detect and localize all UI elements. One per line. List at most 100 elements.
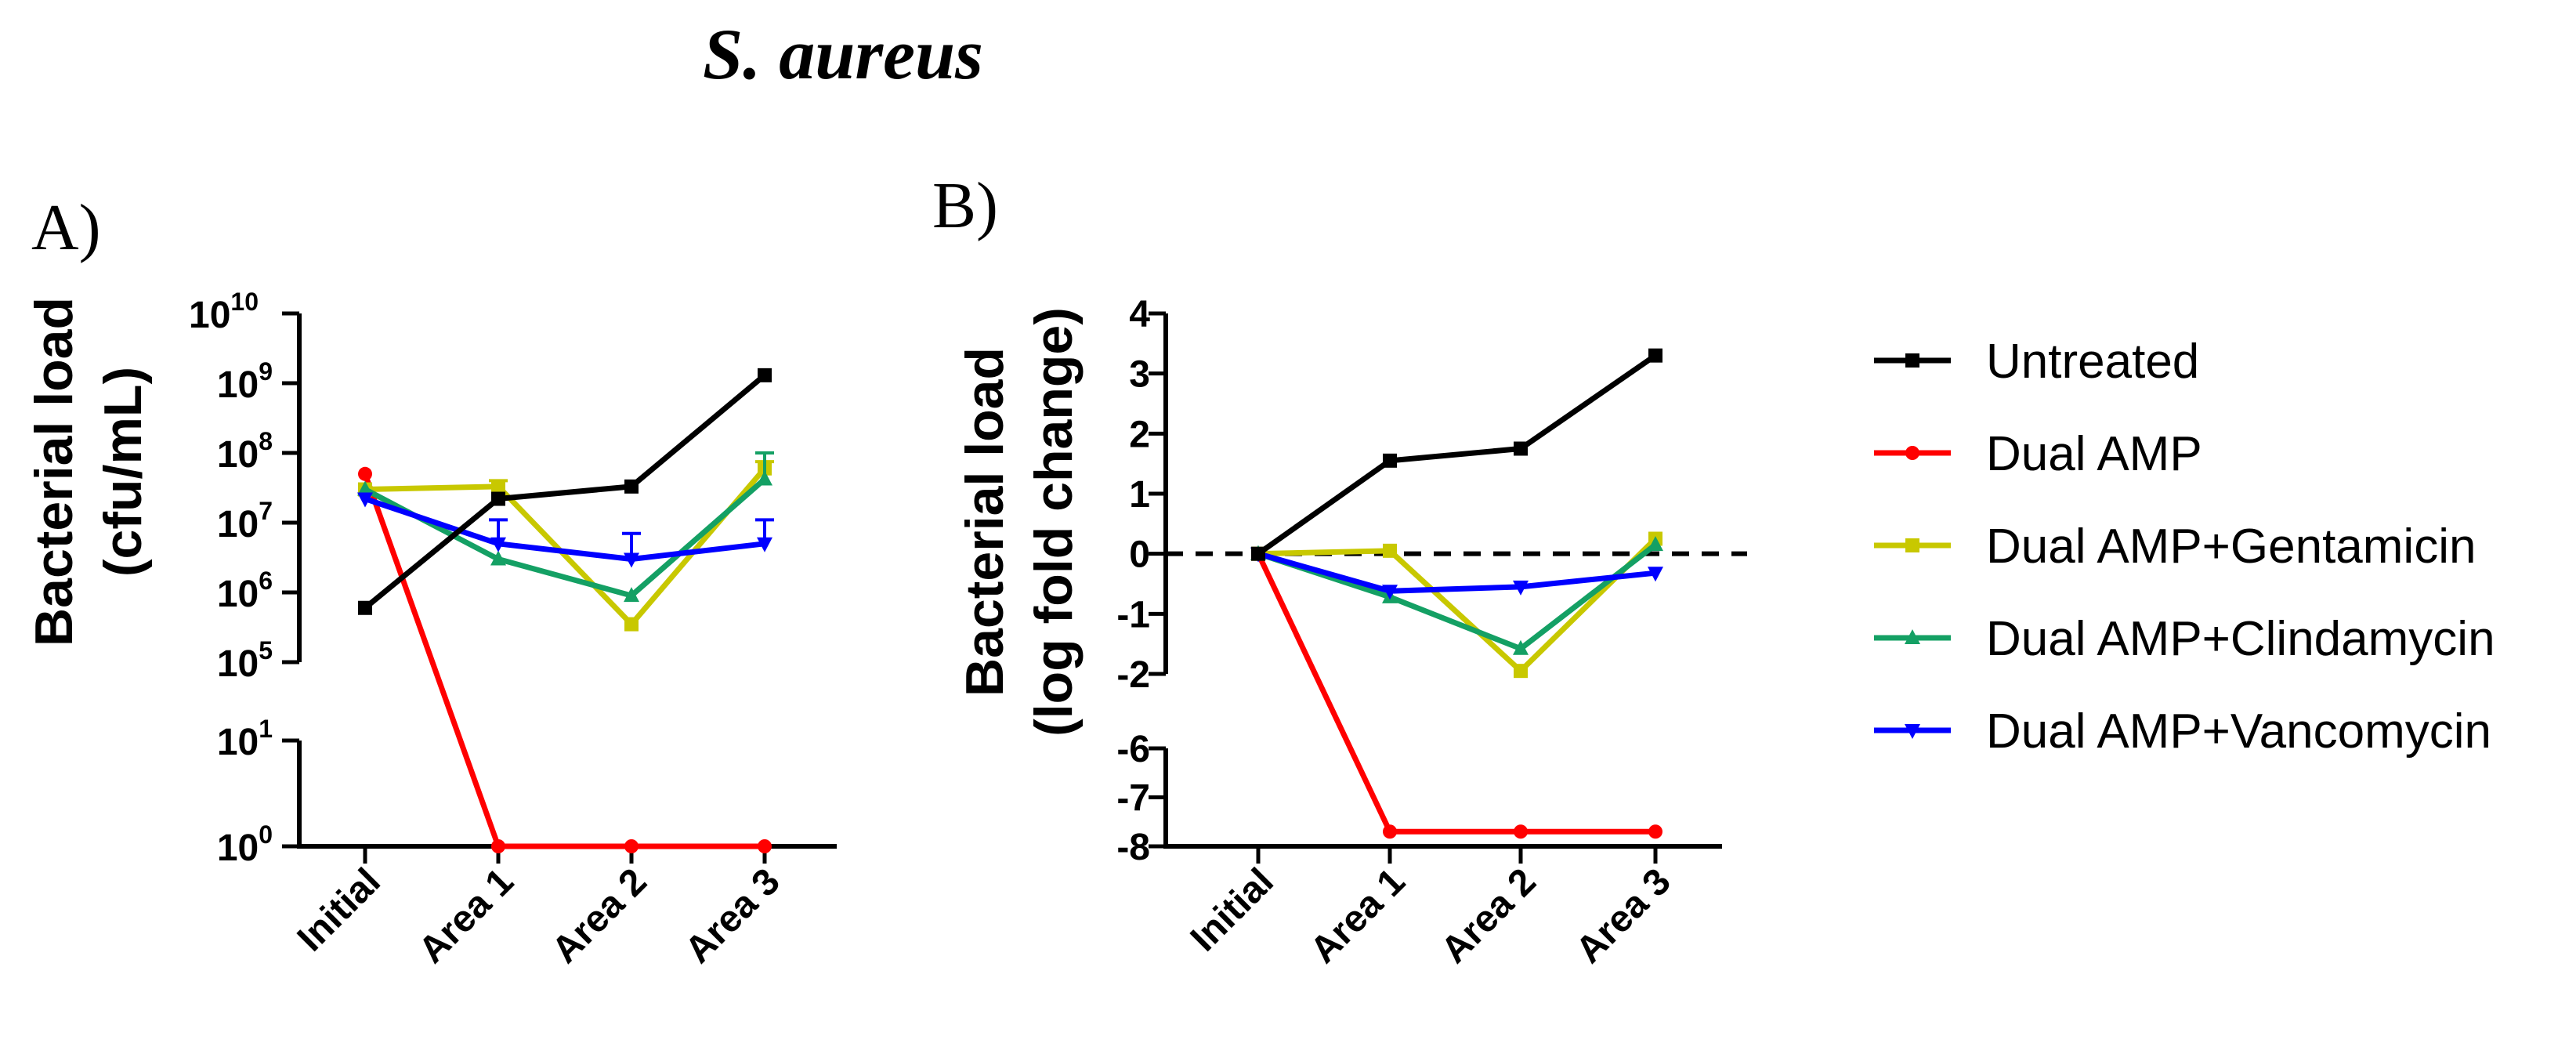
panel-b-x-tick-label: Area 1 [1303, 860, 1413, 971]
data-point [490, 537, 506, 552]
figure-title: S. aureus [703, 14, 983, 94]
data-point [757, 537, 772, 552]
panel-b-ylabel-line1: Bacterial load [955, 347, 1015, 697]
series-line [1256, 353, 1657, 556]
panel-a-ylabel-line1: Bacterial load [24, 297, 84, 646]
panel-a-ylabel-line2: (cfu/mL) [93, 367, 153, 577]
panel-b-x-tick-label: Initial [1183, 860, 1282, 959]
panel-b-x-tick-label: Area 3 [1568, 860, 1679, 971]
panel-a-label: A) [31, 191, 101, 264]
data-point [1648, 567, 1663, 582]
panel-a-y-tick-label: 101 [217, 715, 273, 763]
legend-marker [1905, 629, 1920, 644]
data-point [491, 839, 505, 853]
data-point [491, 491, 505, 506]
data-point [624, 552, 639, 568]
series-line [1257, 542, 1658, 652]
data-point [490, 550, 506, 566]
legend-marker [1905, 724, 1920, 739]
data-point [624, 587, 639, 603]
panel-a-y-tick-label: 100 [217, 820, 273, 869]
data-point [758, 839, 772, 853]
panel-a-y-tick-label: 109 [217, 357, 273, 406]
series-line [364, 466, 767, 628]
panel-a-x-tick-label: Area 3 [678, 860, 788, 971]
panel-b-y-tick-label: 4 [1129, 294, 1150, 335]
data-point [758, 368, 772, 382]
data-point [1383, 824, 1397, 839]
data-point [624, 617, 639, 632]
panel-b-y-tick-label: 1 [1129, 474, 1150, 516]
series-line [364, 476, 767, 599]
legend-marker [1905, 538, 1919, 552]
panel-b-ylabel-line2: (log fold change) [1024, 307, 1084, 737]
legend-marker [1905, 446, 1919, 460]
data-point [1251, 546, 1265, 561]
series-line [1257, 537, 1658, 674]
data-point [757, 470, 772, 486]
data-point [1382, 585, 1398, 600]
panel-b-y-tick-label: 3 [1129, 354, 1150, 396]
legend-label: Dual AMP [1986, 427, 2202, 481]
legend-entry: Dual AMP+Gentamicin [1874, 520, 2476, 574]
data-point [358, 600, 372, 615]
panel-a-series-untreated [358, 368, 772, 615]
data-point [624, 839, 639, 853]
panel-a-y-tick-label: 106 [217, 567, 273, 615]
legend-entry: Dual AMP [1874, 427, 2202, 481]
legend: Untreated Dual AMP Dual AMP+Gentamicin Dual… [1874, 335, 2495, 759]
legend-entry: Dual AMP+Vancomycin [1874, 704, 2491, 759]
panel-b-x-tick-label: Area 2 [1434, 860, 1544, 971]
data-point [1648, 348, 1662, 363]
panel-b: B) Bacterial load (log fold change) 4 3 2 1… [932, 169, 1747, 972]
legend-label: Dual AMP+Gentamicin [1986, 520, 2476, 574]
data-point [1514, 441, 1528, 456]
data-point [1648, 824, 1662, 839]
panel-b-y-tick-label: 0 [1129, 534, 1150, 576]
legend-label: Untreated [1986, 335, 2199, 389]
panel-b-y-tick-label: 2 [1129, 414, 1150, 455]
series-line [364, 496, 765, 563]
panel-a-series-dual-amp-gentamicin [358, 460, 774, 632]
panel-a-series-dual-amp [358, 466, 772, 853]
data-point [1513, 580, 1529, 596]
series-line [1255, 552, 1655, 835]
panel-a-y-tick-label: 1010 [189, 288, 259, 336]
panel-a-x-tick-label: Area 1 [411, 860, 522, 971]
data-point [624, 479, 639, 494]
panel-b-y-tick-label: -1 [1116, 594, 1150, 636]
data-point [1383, 453, 1397, 468]
panel-b-y-tick-label: -6 [1116, 729, 1150, 770]
series-line [1257, 551, 1656, 594]
data-point [491, 479, 505, 494]
panel-a-x-tick-label: Area 2 [545, 860, 655, 971]
panel-a-x-tick-label: Initial [290, 860, 389, 959]
data-point [1383, 543, 1397, 558]
panel-b-y-tick-label: -7 [1116, 778, 1150, 820]
data-point [1514, 824, 1528, 839]
panel-a-y-tick-label: 105 [217, 636, 273, 685]
panel-b-label: B) [932, 169, 998, 242]
data-point [357, 480, 373, 496]
legend-marker [1905, 353, 1919, 368]
data-point [358, 466, 372, 481]
panel-b-y-tick-label: -2 [1116, 654, 1150, 696]
data-point [1648, 536, 1663, 552]
panel-b-y-tick-label: -8 [1116, 827, 1150, 868]
legend-entry: Dual AMP+Clindamycin [1874, 612, 2495, 666]
panel-a-y-tick-label: 107 [217, 497, 273, 545]
panel-a: A) Bacterial load (cfu/mL) 1010 109 108 107… [24, 191, 837, 972]
panel-a-y-tick-label: 108 [217, 427, 273, 476]
panel-b-series-dual-amp-gentamicin [1251, 531, 1662, 679]
panel-b-series-untreated [1251, 348, 1662, 561]
panel-a-series-dual-amp-vancomycin [357, 492, 774, 568]
data-point [1514, 664, 1528, 679]
series-line [363, 373, 767, 610]
series-line [362, 473, 765, 849]
legend-label: Dual AMP+Vancomycin [1986, 704, 2491, 759]
panel-a-series-dual-amp-clindamycin [357, 451, 774, 603]
legend-label: Dual AMP+Clindamycin [1986, 612, 2495, 666]
data-point [357, 492, 373, 508]
legend-entry: Untreated [1874, 335, 2199, 389]
